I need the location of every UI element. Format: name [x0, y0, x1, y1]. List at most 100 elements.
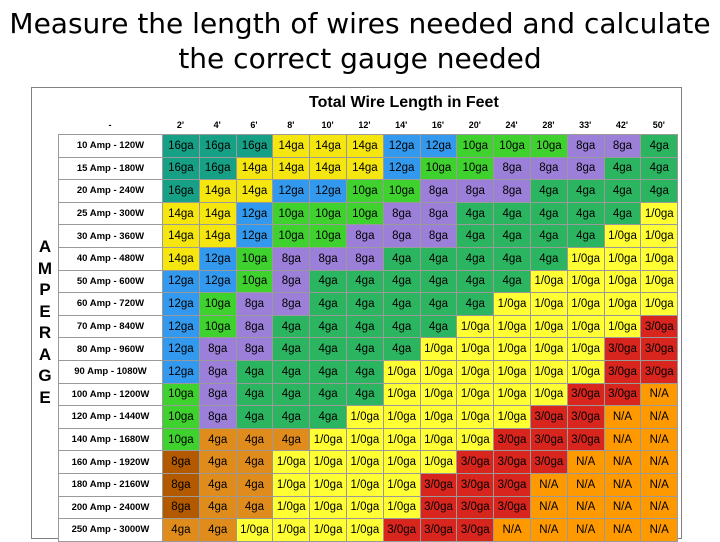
table-row: 40 Amp - 480W 14ga 12ga 10ga 8ga 8ga 8ga 4ga 4ga…	[58, 246, 679, 271]
length-header: 50'	[652, 120, 665, 130]
gauge-cell: 4ga	[419, 246, 458, 271]
gauge-cell: 1/0ga	[382, 495, 421, 520]
gauge-cell: 4ga	[493, 246, 531, 271]
gauge-cell: 4ga	[640, 134, 679, 158]
gauge-cell: 4ga	[235, 382, 274, 407]
gauge-cell: 4ga	[272, 382, 311, 407]
gauge-cell: 12ga	[162, 269, 200, 294]
gauge-cell: 1/0ga	[419, 427, 458, 452]
gauge-cell: 14ga	[272, 134, 311, 158]
gauge-cell: 3/0ga	[456, 518, 495, 542]
table-row: 80 Amp - 960W 12ga 8ga 8ga 4ga 4ga 4ga 4ga 1/0ga…	[58, 337, 679, 361]
gauge-cell: 16ga	[162, 156, 200, 181]
gauge-cell: 4ga	[198, 495, 237, 520]
gauge-cell: 4ga	[382, 292, 421, 316]
gauge-cell: 12ga	[382, 156, 421, 181]
gauge-cell: 4ga	[272, 314, 311, 339]
amperage-row-label: 120 Amp - 1440W	[58, 405, 163, 429]
gauge-cell: N/A	[640, 405, 679, 429]
gauge-cell: 14ga	[235, 156, 274, 181]
gauge-cell: 4ga	[493, 269, 531, 294]
gauge-cell: 12ga	[235, 224, 274, 248]
gauge-cell: 10ga	[529, 134, 568, 158]
gauge-cell: 1/0ga	[640, 201, 679, 226]
amperage-letter: M	[37, 258, 53, 278]
gauge-cell: 1/0ga	[566, 269, 605, 294]
table-row: 20 Amp - 240W 16ga 14ga 14ga 12ga 12ga 10ga 10g…	[58, 179, 679, 203]
gauge-cell: 3/0ga	[640, 359, 679, 384]
gauge-cell: 14ga	[162, 224, 200, 248]
gauge-cell: 8ga	[309, 246, 347, 271]
gauge-cell: 1/0ga	[419, 450, 458, 474]
gauge-cell: 10ga	[419, 156, 458, 181]
gauge-cell: 1/0ga	[272, 450, 311, 474]
gauge-cell: 10ga	[198, 292, 237, 316]
gauge-cell: 4ga	[235, 472, 274, 497]
gauge-cell: 4ga	[493, 201, 531, 226]
gauge-cell: 1/0ga	[566, 292, 605, 316]
gauge-cell: 14ga	[272, 156, 311, 181]
gauge-cell: 1/0ga	[419, 359, 458, 384]
gauge-cell: 8ga	[456, 179, 495, 203]
gauge-cell: 8ga	[235, 314, 274, 339]
gauge-cell: 4ga	[235, 359, 274, 384]
gauge-cell: N/A	[603, 495, 642, 520]
gauge-cell: 1/0ga	[272, 495, 311, 520]
gauge-cell: 4ga	[235, 405, 274, 429]
length-header: 14'	[395, 120, 408, 130]
gauge-cell: N/A	[566, 450, 605, 474]
gauge-cell: 8ga	[272, 246, 311, 271]
table-row: 100 Amp - 1200W 10ga 8ga 4ga 4ga 4ga 4ga 1/0ga 1…	[58, 382, 679, 407]
gauge-cell: N/A	[603, 427, 642, 452]
gauge-cell: 12ga	[162, 314, 200, 339]
gauge-cell: 3/0ga	[382, 518, 421, 542]
gauge-cell: 10ga	[382, 179, 421, 203]
gauge-cell: N/A	[493, 518, 531, 542]
gauge-cell: 8ga	[529, 156, 568, 181]
table-row: 180 Amp - 2160W 8ga 4ga 4ga 1/0ga 1/0ga 1/0ga 1…	[58, 472, 679, 497]
length-header: 12'	[358, 120, 371, 130]
gauge-cell: 8ga	[345, 246, 384, 271]
gauge-cell: 14ga	[309, 156, 347, 181]
gauge-cell: 8ga	[566, 156, 605, 181]
gauge-cell: 8ga	[493, 156, 531, 181]
table-row: 250 Amp - 3000W 4ga 4ga 1/0ga 1/0ga 1/0ga 1/0g…	[58, 518, 679, 542]
gauge-cell: 1/0ga	[456, 314, 495, 339]
gauge-cell: 3/0ga	[640, 337, 679, 361]
gauge-cell: 1/0ga	[382, 472, 421, 497]
gauge-cell: N/A	[529, 472, 568, 497]
amperage-row-label: 25 Amp - 300W	[58, 201, 163, 226]
gauge-cell: 4ga	[272, 405, 311, 429]
gauge-cell: 1/0ga	[493, 382, 531, 407]
gauge-cell: 1/0ga	[345, 472, 384, 497]
amperage-row-label: 20 Amp - 240W	[58, 179, 163, 203]
gauge-cell: 10ga	[272, 224, 311, 248]
gauge-cell: 4ga	[272, 359, 311, 384]
gauge-cell: 4ga	[162, 518, 200, 542]
gauge-cell: 8ga	[198, 359, 237, 384]
gauge-cell: 3/0ga	[566, 427, 605, 452]
table-title: Total Wire Length in Feet	[309, 94, 499, 111]
corner-cell: -	[108, 120, 112, 130]
gauge-cell: 1/0ga	[309, 518, 347, 542]
amperage-row-label: 100 Amp - 1200W	[58, 382, 163, 407]
gauge-cell: 3/0ga	[566, 405, 605, 429]
gauge-cell: 4ga	[456, 292, 495, 316]
gauge-cell: 16ga	[198, 156, 237, 181]
gauge-cell: 1/0ga	[493, 337, 531, 361]
gauge-cell: 8ga	[272, 269, 311, 294]
length-header: 6'	[250, 120, 258, 130]
gauge-cell: 1/0ga	[272, 518, 311, 542]
gauge-cell: 14ga	[309, 134, 347, 158]
gauge-cell: 4ga	[198, 472, 237, 497]
gauge-cell: N/A	[603, 472, 642, 497]
gauge-cell: 10ga	[235, 269, 274, 294]
gauge-cell: 4ga	[345, 292, 384, 316]
table-row: 15 Amp - 180W 16ga 16ga 14ga 14ga 14ga 14ga 12g…	[58, 156, 679, 181]
table-row: 140 Amp - 1680W 10ga 4ga 4ga 4ga 1/0ga 1/0ga 1/…	[58, 427, 679, 452]
gauge-cell: 4ga	[309, 314, 347, 339]
gauge-cell: 4ga	[345, 337, 384, 361]
gauge-cell: 4ga	[529, 246, 568, 271]
gauge-cell: 10ga	[345, 201, 384, 226]
amperage-row-label: 10 Amp - 120W	[58, 134, 163, 158]
